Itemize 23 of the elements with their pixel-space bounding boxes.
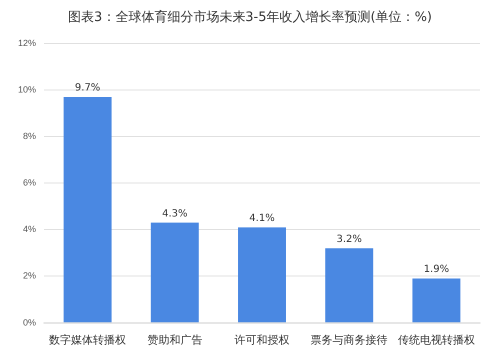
x-tick-label: 票务与商务接待 bbox=[310, 333, 388, 346]
y-tick-label: 6% bbox=[23, 178, 36, 188]
y-tick-label: 8% bbox=[23, 131, 36, 142]
y-tick-label: 2% bbox=[23, 270, 36, 281]
bar bbox=[150, 222, 199, 322]
x-tick-label: 传统电视转播权 bbox=[398, 333, 475, 346]
bar bbox=[412, 278, 460, 322]
bar bbox=[325, 248, 374, 322]
data-label: 4.3% bbox=[162, 208, 188, 220]
data-label: 9.7% bbox=[74, 82, 100, 94]
chart-title: 图表3：全球体育细分市场未来3-5年收入增长率预测(单位：%) bbox=[67, 8, 433, 27]
bar bbox=[64, 96, 112, 322]
y-tick-label: 10% bbox=[18, 84, 36, 94]
x-tick-label: 赞助和广告 bbox=[147, 333, 202, 346]
data-label: 3.2% bbox=[336, 234, 362, 245]
y-tick-label: 4% bbox=[23, 224, 36, 234]
data-label: 4.1% bbox=[249, 212, 275, 224]
x-tick-label: 数字媒体转播权 bbox=[49, 333, 126, 346]
bar bbox=[238, 227, 286, 322]
data-label: 1.9% bbox=[424, 264, 450, 276]
x-tick-label: 许可和授权 bbox=[234, 333, 290, 346]
y-tick-label: 0% bbox=[23, 317, 36, 328]
y-tick-label: 12% bbox=[18, 38, 36, 48]
